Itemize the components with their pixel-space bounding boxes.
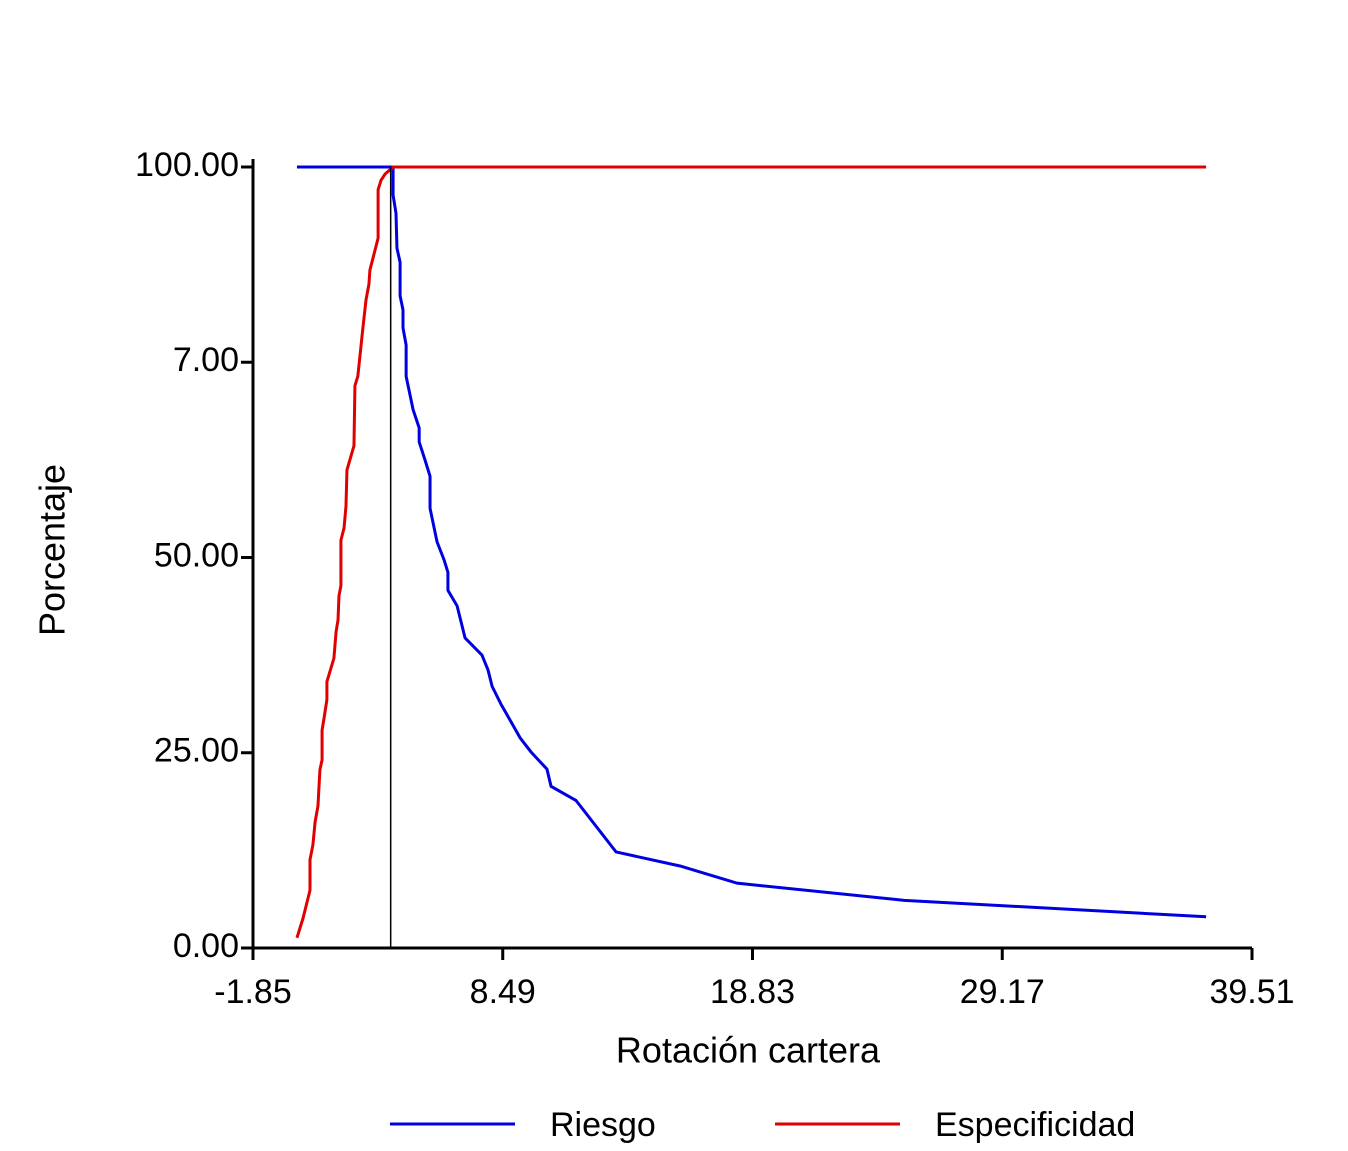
x-tick-label: 39.51 <box>1209 973 1294 1011</box>
y-tick-label: 0.00 <box>173 927 239 965</box>
y-axis-label: Porcentaje <box>32 464 73 636</box>
y-tick-label: 7.00 <box>173 341 239 379</box>
legend-label: Especificidad <box>935 1106 1135 1144</box>
y-tick-label: 25.00 <box>154 732 239 770</box>
x-tick-label: 18.83 <box>710 973 795 1011</box>
series-line <box>295 165 1207 939</box>
x-axis-label: Rotación cartera <box>616 1030 881 1071</box>
x-tick-label: 29.17 <box>960 973 1045 1011</box>
legend-label: Riesgo <box>550 1106 656 1144</box>
y-tick-label: 50.00 <box>154 536 239 574</box>
x-tick-label: -1.85 <box>214 973 292 1011</box>
y-tick-label: 100.00 <box>135 146 239 184</box>
x-tick-label: 8.49 <box>470 973 536 1011</box>
series-line <box>296 165 1207 919</box>
